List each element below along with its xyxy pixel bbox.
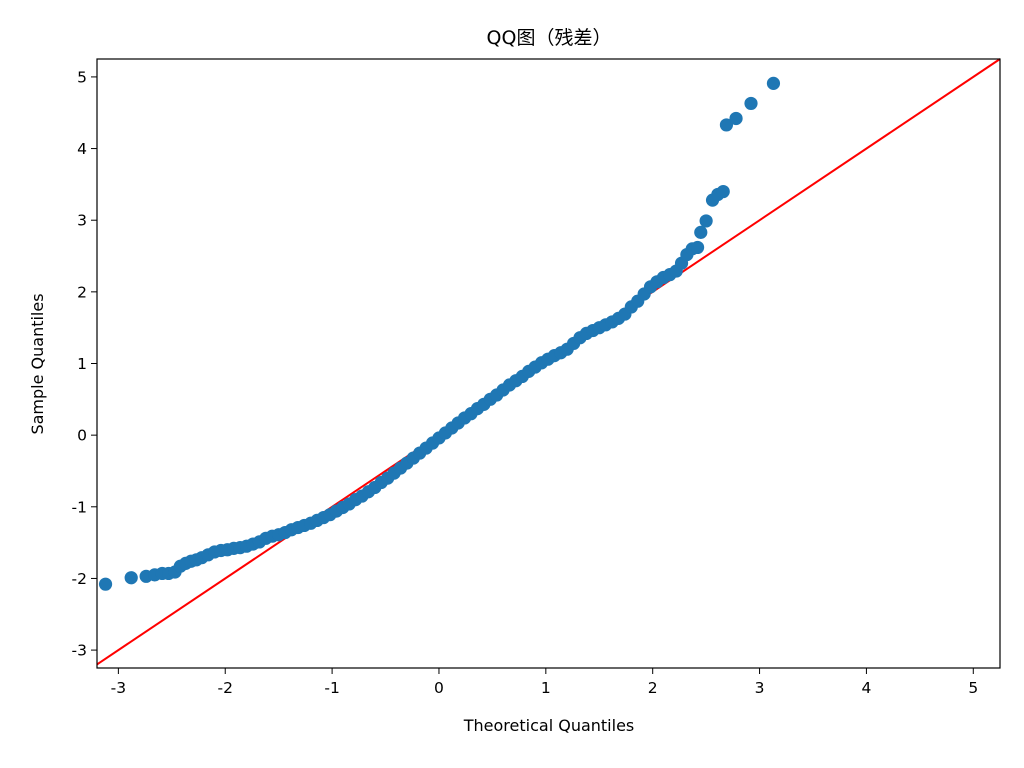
x-axis: -3 -2 -1 0 1 2 3 4 5: [111, 668, 978, 697]
y-tick-label: 3: [77, 212, 87, 230]
data-point: [694, 225, 708, 239]
x-tick-label: -3: [111, 679, 126, 697]
data-point: [729, 111, 743, 126]
x-tick-label: -2: [218, 679, 233, 697]
x-axis-label: Theoretical Quantiles: [463, 716, 635, 735]
x-tick-label: 5: [968, 679, 978, 697]
y-tick-label: 2: [77, 283, 87, 301]
y-axis: -3 -2 -1 0 1 2 3 4 5: [72, 68, 97, 660]
data-point: [98, 577, 113, 591]
y-tick-label: -1: [72, 498, 87, 516]
y-tick-label: -3: [72, 642, 87, 660]
x-tick-label: 2: [648, 679, 658, 697]
data-point: [690, 240, 705, 255]
data-point: [716, 184, 730, 199]
y-tick-label: 0: [77, 427, 87, 445]
x-tick-label: 0: [434, 679, 444, 697]
data-point: [124, 571, 138, 585]
y-tick-label: 5: [77, 68, 87, 86]
data-point: [744, 96, 758, 111]
chart-title: QQ图（残差）: [487, 27, 612, 49]
y-axis-label: Sample Quantiles: [28, 293, 47, 434]
x-tick-label: -1: [324, 679, 339, 697]
y-tick-label: 4: [77, 140, 87, 158]
y-tick-label: -2: [72, 570, 87, 588]
points-layer: [98, 76, 781, 591]
data-point: [766, 76, 781, 90]
data-point: [699, 214, 713, 228]
x-tick-label: 3: [755, 679, 765, 697]
y-tick-label: 1: [77, 355, 87, 373]
x-tick-label: 1: [541, 679, 551, 697]
x-tick-label: 4: [861, 679, 871, 697]
data-point: [719, 118, 734, 132]
